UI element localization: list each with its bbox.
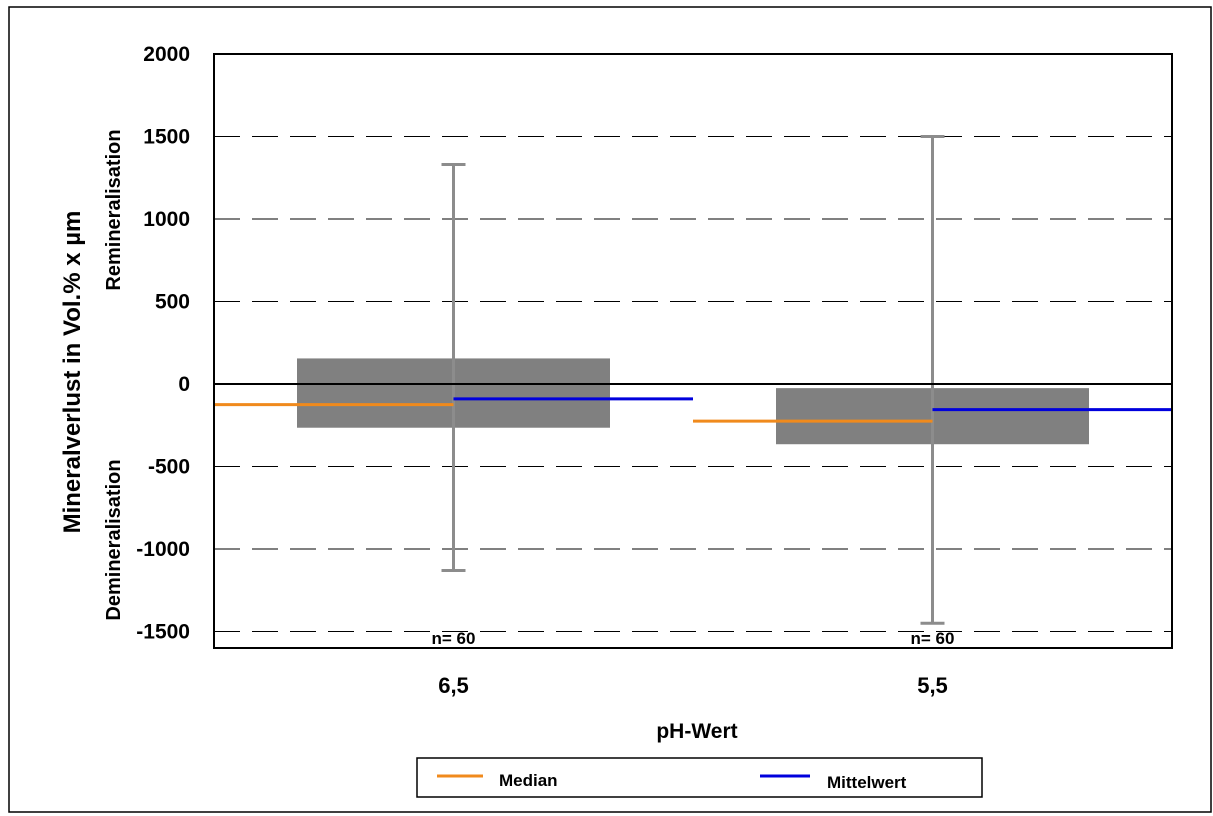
legend-mittelwert-label: Mittelwert [827,773,907,792]
y-tick-label: -1000 [136,538,190,561]
y-side-label-top: Remineralisation [103,129,125,290]
y-tick-label: 500 [155,291,190,314]
x-axis-title: pH-Wert [656,720,737,743]
x-tick-label: 5,5 [917,673,948,698]
y-tick-label: -500 [148,456,190,479]
legend-median-label: Median [499,771,558,790]
n-count-label: n= 60 [911,629,955,648]
y-tick-label: 0 [178,373,190,396]
y-tick-label: -1500 [136,621,190,644]
plot-area: 2000 1500 1000 500 0 -500 -1000 -1500 6,5 5,5 n= 6… [136,43,1173,698]
plot-frame [213,53,1173,649]
y-tick-label: 1000 [143,208,190,231]
x-tick-label: 6,5 [438,673,469,698]
n-count-label: n= 60 [432,629,476,648]
legend: Median Mittelwert [416,757,983,798]
y-side-label-bottom: Demineralisation [103,459,125,620]
y-axis-title: Mineralverlust in Vol.% x µm [59,211,86,534]
y-tick-label: 2000 [143,43,190,66]
y-tick-label: 1500 [143,126,190,149]
legend-box [416,757,983,798]
